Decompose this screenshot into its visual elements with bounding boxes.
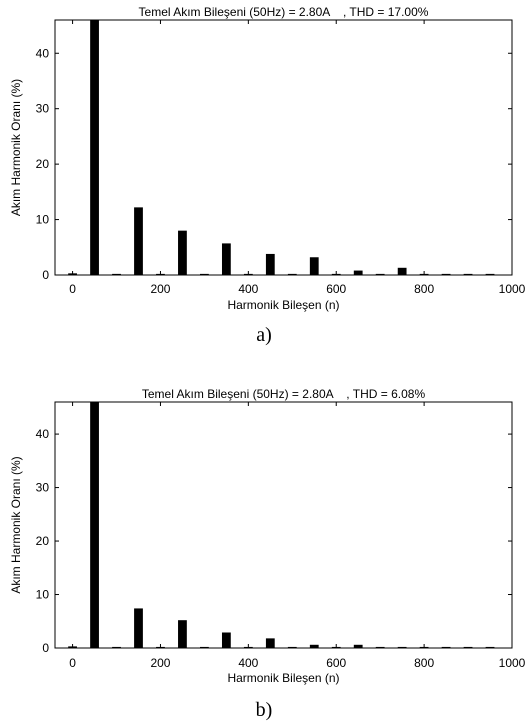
x-tick-label: 600: [326, 656, 346, 670]
y-tick-label: 10: [36, 588, 50, 602]
bar-50: [90, 402, 99, 648]
bar-450: [265, 638, 275, 648]
bar-650: [353, 644, 363, 648]
y-tick-label: 40: [36, 427, 50, 441]
x-tick-label: 800: [414, 656, 434, 670]
bar-750: [397, 646, 407, 648]
y-tick-label: 20: [36, 534, 50, 548]
bar-100: [112, 646, 121, 648]
bar-350: [221, 243, 231, 275]
y-tick-label: 10: [36, 213, 50, 227]
x-tick-label: 0: [69, 656, 76, 670]
bar-450: [265, 253, 275, 275]
bar-250: [178, 230, 187, 275]
bar-950: [485, 646, 495, 648]
bar-250: [178, 620, 187, 648]
x-axis-label: Harmonik Bileşen (n): [227, 671, 339, 685]
y-axis-label: Akım Harmonik Oranı (%): [9, 79, 23, 216]
y-tick-label: 0: [42, 641, 49, 655]
x-tick-label: 200: [150, 656, 170, 670]
y-tick-label: 0: [42, 268, 49, 282]
bar-550: [309, 644, 319, 648]
bar-650: [353, 270, 363, 275]
bar-950: [485, 273, 495, 275]
bar-850: [441, 273, 451, 275]
bar-350: [221, 632, 231, 648]
x-tick-label: 200: [150, 282, 170, 296]
y-tick-label: 30: [36, 481, 50, 495]
bar-500: [287, 273, 297, 275]
bar-700: [375, 646, 385, 648]
chart-title: Temel Akım Bileşeni (50Hz) = 2.80A , THD…: [139, 5, 429, 19]
bar-150: [134, 207, 143, 275]
chart-a: 0 200 400 600 800 1000 0 10 20 30 40 Temel Akım Bil…: [9, 5, 526, 346]
chart-b: 0 200 400 600 800 1000 0 10 20 30 40 Temel Akım Bil…: [9, 387, 526, 721]
bar-500: [287, 646, 297, 648]
bar-300: [200, 646, 209, 648]
bar-700: [375, 273, 385, 275]
x-tick-label: 800: [414, 282, 434, 296]
bar-150: [134, 608, 143, 648]
x-tick-label: 600: [326, 282, 346, 296]
x-tick-label: 0: [69, 282, 76, 296]
bar-900: [463, 273, 473, 275]
axes-frame: [54, 19, 513, 276]
bars: [68, 20, 495, 275]
x-tick-label: 1000: [499, 656, 526, 670]
y-tick-label: 40: [36, 46, 50, 60]
chart-title: Temel Akım Bileşeni (50Hz) = 2.80A , THD…: [142, 387, 426, 401]
bar-900: [463, 646, 473, 648]
y-axis-label: Akım Harmonik Oranı (%): [9, 456, 23, 593]
axes-frame: [54, 401, 513, 649]
x-axis-label: Harmonik Bileşen (n): [227, 298, 339, 312]
y-tick-label: 30: [36, 102, 50, 116]
x-tick-label: 400: [238, 282, 258, 296]
bar-300: [200, 273, 209, 275]
bar-50: [90, 20, 99, 275]
y-tick-label: 20: [36, 157, 50, 171]
bars: [68, 402, 495, 648]
bar-100: [112, 273, 121, 275]
x-tick-label: 1000: [499, 282, 526, 296]
figure-caption: b): [256, 699, 273, 721]
bar-550: [309, 257, 319, 275]
x-tick-label: 400: [238, 656, 258, 670]
bar-850: [441, 646, 451, 648]
bar-750: [397, 267, 407, 275]
figure-caption: a): [256, 324, 272, 346]
